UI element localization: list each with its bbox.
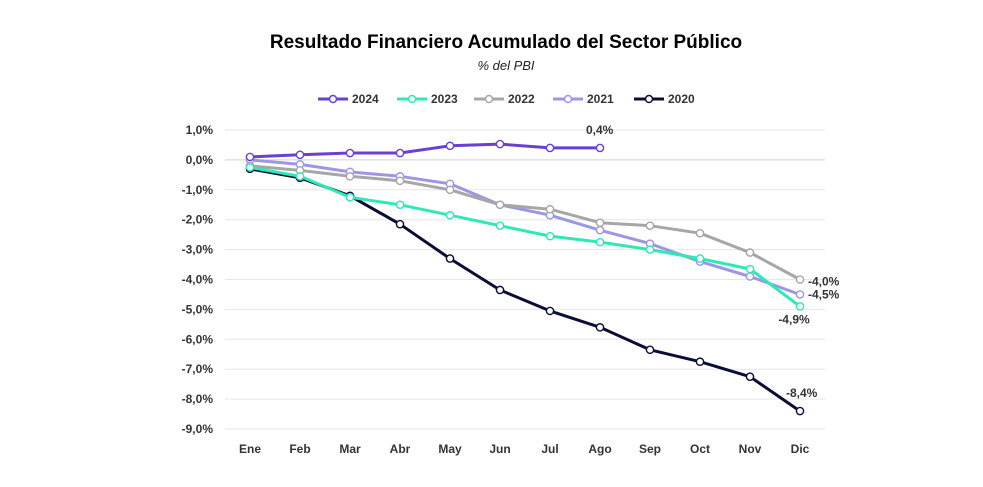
point-2024-Jun <box>495 139 505 149</box>
y-tick-label: -2,0% <box>182 213 214 227</box>
legend-label-2021: 2021 <box>587 92 614 106</box>
legend-label-2022: 2022 <box>508 92 535 106</box>
point-2020-Jun <box>495 285 505 295</box>
y-tick-label: -8,0% <box>182 392 214 406</box>
legend-label-2024: 2024 <box>352 92 379 106</box>
y-tick-label: 1,0% <box>186 123 214 137</box>
point-2021-Nov <box>745 272 755 281</box>
point-2024-Abr <box>395 148 405 158</box>
point-2023-Jul <box>545 231 555 241</box>
point-2022-Oct <box>695 228 705 238</box>
point-2024-Feb <box>295 150 305 160</box>
chart-title: Resultado Financiero Acumulado del Secto… <box>270 32 742 53</box>
x-tick-label: Abr <box>390 442 411 456</box>
point-2023-Ago <box>595 237 605 247</box>
point-2023-May <box>445 210 455 220</box>
y-tick-label: -9,0% <box>182 422 214 436</box>
point-2022-Dic <box>795 275 805 284</box>
legend: 2024 2023 2022 2021 2020 <box>318 92 695 106</box>
data-labels: 0,4% -4,9% -4,0%-4,5% -8,4% <box>586 123 840 400</box>
point-2024-Ago <box>595 143 605 153</box>
point-2020-Abr <box>395 219 405 229</box>
x-axis-ticks: Ene Feb Mar Abr May Jun Jul Ago Sep Oct Nov Dic <box>239 442 810 456</box>
legend-marker-2024 <box>328 94 338 104</box>
end-label-2022: -4,0% <box>808 275 840 289</box>
y-tick-label: -5,0% <box>182 302 214 316</box>
series-lines <box>245 139 805 416</box>
point-2024-Mar <box>345 148 355 158</box>
series-line-2023 <box>248 165 802 308</box>
point-2023-Dic <box>795 302 805 311</box>
grid-lines <box>225 129 825 430</box>
point-2022-Mar <box>345 172 355 181</box>
x-tick-label: Nov <box>739 442 762 456</box>
point-2022-Jun <box>495 200 505 210</box>
point-2021-Dic <box>795 290 805 299</box>
series-line-2022 <box>248 164 802 281</box>
point-2021-Ago <box>595 225 605 235</box>
point-2023-Ene <box>245 163 255 172</box>
point-2022-Nov <box>745 248 755 257</box>
point-2023-Feb <box>295 172 305 181</box>
point-2024-Jul <box>545 143 555 153</box>
y-tick-label: -4,0% <box>182 273 214 287</box>
legend-marker-2021 <box>563 94 573 104</box>
x-tick-label: May <box>438 442 462 456</box>
x-tick-label: Jul <box>541 442 558 456</box>
point-2020-Sep <box>645 345 655 355</box>
point-2024-Ene <box>245 152 255 162</box>
y-tick-label: -3,0% <box>182 243 214 257</box>
point-2020-Nov <box>745 372 755 381</box>
x-tick-label: Dic <box>791 442 810 456</box>
y-tick-label: -1,0% <box>182 183 214 197</box>
point-2023-Sep <box>645 245 655 254</box>
y-tick-label: -7,0% <box>182 362 214 376</box>
point-2022-Ago <box>595 218 605 227</box>
series-line-2024 <box>248 142 602 159</box>
point-2023-Oct <box>695 254 705 263</box>
series-line-2020 <box>248 167 802 413</box>
point-2020-Jul <box>545 306 555 316</box>
end-label-2023: -4,9% <box>778 312 810 326</box>
point-2023-Mar <box>345 192 355 202</box>
x-tick-label: Oct <box>690 442 710 456</box>
series-line-2021 <box>248 158 802 296</box>
point-2022-Jul <box>545 204 555 214</box>
point-2023-Jun <box>495 221 505 230</box>
y-tick-label: -6,0% <box>182 332 214 346</box>
y-tick-label: 0,0% <box>186 153 214 167</box>
point-2020-May <box>445 254 455 263</box>
point-2020-Oct <box>695 357 705 367</box>
x-tick-label: Mar <box>339 442 361 456</box>
point-2024-May <box>445 141 455 151</box>
point-2022-Sep <box>645 221 655 230</box>
legend-label-2023: 2023 <box>431 92 458 106</box>
legend-marker-2022 <box>484 94 494 104</box>
point-2020-Dic <box>795 406 805 416</box>
x-tick-label: Ene <box>239 442 261 456</box>
x-tick-label: Jun <box>489 442 510 456</box>
point-2020-Ago <box>595 323 605 332</box>
end-label-2024: 0,4% <box>586 123 614 137</box>
legend-marker-2020 <box>644 94 654 104</box>
legend-label-2020: 2020 <box>668 92 695 106</box>
end-label-2020: -8,4% <box>786 386 818 400</box>
end-label-2021: -4,5% <box>808 287 840 301</box>
chart-subtitle: % del PBI <box>477 58 534 73</box>
point-2023-Nov <box>745 264 755 274</box>
y-axis-ticks: 1,0% 0,0% -1,0% -2,0% -3,0% -4,0% -5,0% -6,0% -7… <box>182 123 214 436</box>
legend-marker-2023 <box>407 94 417 104</box>
x-tick-label: Ago <box>588 442 611 456</box>
point-2022-Abr <box>395 176 405 186</box>
x-tick-label: Sep <box>639 442 661 456</box>
point-2022-May <box>445 185 455 195</box>
x-tick-label: Feb <box>289 442 310 456</box>
point-2023-Abr <box>395 200 405 210</box>
